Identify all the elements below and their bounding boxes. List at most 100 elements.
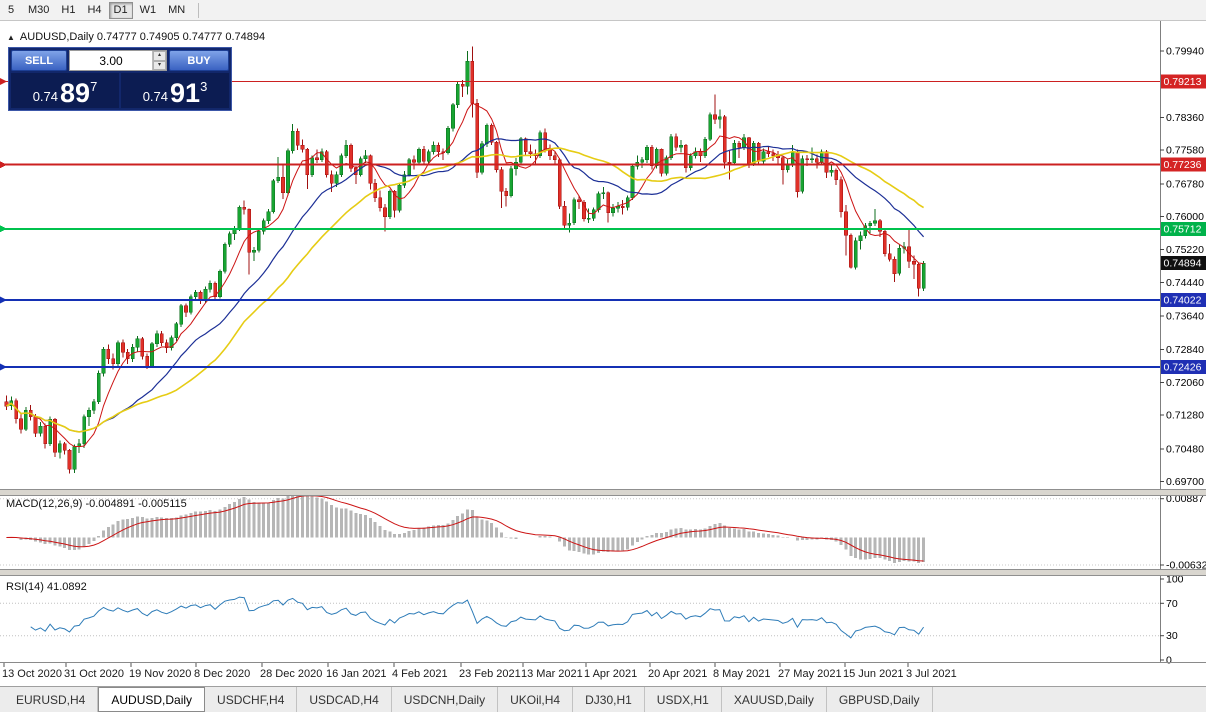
lot-size-input[interactable]: [70, 51, 152, 70]
date-label: 31 Oct 2020: [64, 668, 124, 680]
timeframe-w1[interactable]: W1: [135, 2, 162, 19]
tab-usdchf-h4[interactable]: USDCHF,H4: [205, 687, 298, 712]
price-tick-label: 0.76000: [1166, 211, 1204, 223]
timeframe-m30[interactable]: M30: [23, 2, 54, 19]
tab-usdcnh-daily[interactable]: USDCNH,Daily: [392, 687, 499, 712]
hline-left-marker: [0, 225, 7, 233]
arrow-down-icon: ▾: [157, 61, 161, 68]
tab-usdx-h1[interactable]: USDX,H1: [645, 687, 722, 712]
candlestick-series: [4, 46, 926, 474]
lot-increase-button[interactable]: ▴: [153, 51, 166, 61]
rsi-axis-label: 30: [1166, 630, 1178, 642]
date-label: 28 Dec 2020: [260, 668, 323, 680]
tab-dj30-h1[interactable]: DJ30,H1: [573, 687, 645, 712]
hline-left-marker: [0, 296, 7, 304]
rsi-line: [30, 596, 925, 639]
date-label: 15 Jun 2021: [843, 668, 904, 680]
toolbar-separator: [198, 2, 200, 18]
chart-title: ▲ AUDUSD,Daily 0.74777 0.74905 0.74777 0…: [7, 31, 265, 43]
trade-panel-prices-row: 0.74 89 7 0.74 91 3: [11, 73, 229, 108]
price-tick-label: 0.70480: [1166, 443, 1204, 455]
tab-eurusd-h4[interactable]: EURUSD,H4: [4, 687, 99, 712]
price-axis: 0.79940 0.78360 0.77580 0.76780 0.76000 0.752…: [1160, 20, 1206, 662]
chart-tabs-bar: EURUSD,H4 AUDUSD,Daily USDCHF,H4 USDCAD,…: [0, 686, 1206, 712]
timeframe-toolbar: 5 M30 H1 H4 D1 W1 MN: [0, 0, 1206, 21]
timeframe-mn[interactable]: MN: [163, 2, 190, 19]
price-tick-label: 0.77580: [1166, 145, 1204, 157]
price-tick-label: 0.74440: [1166, 277, 1204, 289]
arrow-up-icon: ▴: [157, 52, 161, 59]
price-tick-label: 0.69700: [1166, 476, 1204, 488]
rsi-indicator-label: RSI(14) 41.0892: [6, 581, 87, 593]
moving-average-7: [6, 102, 924, 447]
sell-price-display[interactable]: 0.74 89 7: [11, 73, 119, 108]
price-badge: [1161, 256, 1206, 271]
lot-decrease-button[interactable]: ▾: [153, 60, 166, 70]
price-tick-label: 0.79940: [1166, 45, 1204, 57]
price-badge-label: 0.74894: [1164, 258, 1202, 270]
moving-average-34: [6, 147, 925, 433]
lot-size-box: ▴ ▾: [69, 50, 167, 71]
price-badge-label: 0.74022: [1164, 294, 1202, 306]
sell-button[interactable]: SELL: [11, 50, 67, 71]
hline-left-marker: [0, 363, 7, 371]
time-axis[interactable]: 13 Oct 2020 31 Oct 2020 19 Nov 2020 8 Dec 2…: [0, 664, 1206, 686]
date-label: 8 Dec 2020: [194, 668, 251, 680]
rsi-axis-label: 70: [1166, 598, 1178, 610]
one-click-panel-toggle-icon[interactable]: ▲: [7, 32, 15, 42]
sell-price-sup: 7: [90, 79, 98, 94]
buy-price-display[interactable]: 0.74 91 3: [121, 73, 229, 108]
tab-gbpusd-daily[interactable]: GBPUSD,Daily: [827, 687, 933, 712]
timeframe-h4[interactable]: H4: [82, 2, 106, 19]
price-badge: [1161, 157, 1206, 172]
hline-left-marker: [0, 78, 7, 85]
price-badge: [1161, 292, 1206, 307]
horizontal-lines[interactable]: [0, 78, 1160, 371]
moving-average-21: [6, 138, 925, 433]
buy-button[interactable]: BUY: [169, 50, 229, 71]
date-label: 1 Apr 2021: [584, 668, 638, 680]
macd-axis-label: 0.00887: [1166, 493, 1204, 505]
date-label: 19 Nov 2020: [129, 668, 192, 680]
symbol-ohlc-text: AUDUSD,Daily 0.74777 0.74905 0.74777 0.7…: [19, 31, 266, 43]
trade-panel-buttons-row: SELL ▴ ▾ BUY: [11, 50, 229, 71]
tab-audusd-daily[interactable]: AUDUSD,Daily: [98, 687, 206, 712]
price-badge-label: 0.72426: [1164, 362, 1202, 374]
price-badge-label: 0.79213: [1164, 76, 1202, 88]
price-badge: [1161, 360, 1206, 374]
date-label: 27 May 2021: [778, 668, 842, 680]
rsi-axis-label: 100: [1166, 574, 1184, 586]
price-tick-label: 0.72060: [1166, 377, 1204, 389]
sell-price-small: 0.74: [32, 89, 59, 104]
macd-signal-line: [6, 495, 924, 562]
price-badge: [1161, 221, 1206, 236]
tab-ukoil-h4[interactable]: UKOil,H4: [498, 687, 574, 712]
tab-usdcad-h4[interactable]: USDCAD,H4: [297, 687, 392, 712]
price-tick-label: 0.75220: [1166, 244, 1204, 256]
timeframe-d1[interactable]: D1: [108, 1, 133, 19]
date-label: 16 Jan 2021: [326, 668, 387, 680]
tab-xauusd-daily[interactable]: XAUUSD,Daily: [722, 687, 827, 712]
macd-indicator-label: MACD(12,26,9) -0.004891 -0.005115: [6, 498, 187, 510]
one-click-trading-panel: SELL ▴ ▾ BUY 0.74 89 7 0.74 91 3: [8, 47, 232, 111]
timeframe-m5[interactable]: 5: [1, 2, 21, 19]
price-tick-label: 0.73640: [1166, 311, 1204, 323]
price-badge-label: 0.75712: [1164, 223, 1202, 235]
price-badge-label: 0.77236: [1164, 159, 1202, 171]
panel-splitter-rsi[interactable]: [0, 569, 1206, 576]
sell-price-big: 89: [60, 78, 91, 108]
panel-splitter-macd[interactable]: [0, 489, 1206, 496]
buy-price-big: 91: [170, 78, 201, 108]
lot-spinner: ▴ ▾: [152, 51, 166, 70]
date-label: 23 Feb 2021: [459, 668, 521, 680]
price-tick-label: 0.71280: [1166, 410, 1204, 422]
price-tick-label: 0.78360: [1166, 112, 1204, 124]
timeframe-h1[interactable]: H1: [56, 2, 80, 19]
date-label: 20 Apr 2021: [648, 668, 708, 680]
macd-axis-label: -0.00632: [1166, 560, 1206, 572]
buy-price-sup: 3: [200, 79, 208, 94]
rsi-axis-label: 0: [1166, 655, 1172, 667]
hline-left-marker: [0, 161, 7, 169]
buy-price-small: 0.74: [142, 89, 169, 104]
